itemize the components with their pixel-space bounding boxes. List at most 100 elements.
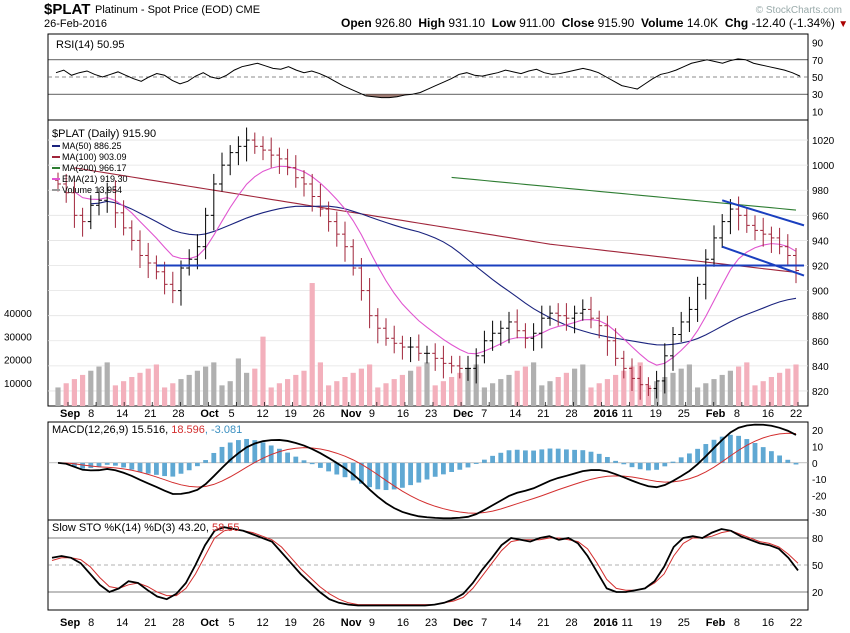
price-tick-label: 860 xyxy=(812,337,829,348)
macd-histogram-bar xyxy=(318,462,323,468)
macd-histogram-bar xyxy=(514,449,520,463)
macd-histogram-bar xyxy=(285,452,290,463)
symbol-label: $PLAT xyxy=(44,1,91,18)
volume-bar xyxy=(367,364,373,406)
sto-k-line xyxy=(51,526,799,607)
x-tick-label-bottom: 23 xyxy=(425,617,437,629)
close-value: 915.90 xyxy=(597,16,635,30)
x-tick-label: 16 xyxy=(762,408,774,420)
x-tick-label: 21 xyxy=(144,408,156,420)
volume-bar xyxy=(621,370,627,406)
volume-bar xyxy=(203,366,209,406)
macd-tick-label: 0 xyxy=(812,459,818,470)
macd-histogram-bar xyxy=(113,462,118,466)
macd-histogram-bar xyxy=(785,459,791,463)
x-tick-label: 14 xyxy=(509,408,521,420)
macd-histogram-bar xyxy=(646,462,651,471)
date-label: 26-Feb-2016 xyxy=(44,18,107,30)
macd-histogram-bar xyxy=(367,462,372,488)
x-tick-label-bottom: 2016 xyxy=(593,617,617,629)
x-tick-label-bottom: 28 xyxy=(565,617,577,629)
x-tick-label-bottom: 9 xyxy=(369,617,375,629)
macd-histogram-bar xyxy=(662,462,668,467)
chg-label: Chg xyxy=(724,16,749,30)
sto-d-value: 58.55 xyxy=(212,522,240,534)
macd-histogram-bar xyxy=(408,462,413,486)
x-tick-label: 28 xyxy=(172,408,184,420)
high-value: 931.10 xyxy=(448,16,486,30)
macd-histogram-bar xyxy=(252,440,258,463)
macd-histogram-bar xyxy=(219,446,225,463)
channel-upper-line xyxy=(721,199,805,227)
macd-histogram-bar xyxy=(629,462,635,468)
volume-bar xyxy=(785,368,791,406)
volume-bar xyxy=(301,370,307,406)
volume-bar xyxy=(391,379,397,406)
rsi-tick-label: 70 xyxy=(812,56,824,67)
volume-bar xyxy=(194,370,200,406)
macd-histogram-bar xyxy=(465,462,471,468)
volume-bar xyxy=(121,381,127,406)
macd-histogram-bar xyxy=(555,448,561,463)
volume-bar xyxy=(358,368,364,406)
macd-histogram-bar xyxy=(596,453,602,463)
volume-bar xyxy=(572,368,578,406)
macd-histogram-bar xyxy=(654,462,659,470)
rsi-title: RSI(14) 50.95 xyxy=(56,39,124,51)
volume-bar xyxy=(424,362,430,406)
sto-d-line xyxy=(51,528,799,606)
volume-bar xyxy=(752,385,758,406)
down-arrow-icon: ▼ xyxy=(838,19,849,30)
macd-histogram-bar xyxy=(678,457,684,463)
x-tick-label: 9 xyxy=(369,408,375,420)
macd-histogram-bar xyxy=(104,462,110,465)
macd-histogram-bar xyxy=(260,442,266,463)
chg-value: -12.40 (-1.34%) xyxy=(751,16,835,30)
x-tick-label: 8 xyxy=(734,408,740,420)
macd-histogram-bar xyxy=(391,462,397,490)
macd-histogram-bar xyxy=(293,456,299,463)
volume-bar xyxy=(531,362,537,406)
volume-bar xyxy=(71,379,77,406)
x-tick-label: 23 xyxy=(425,408,437,420)
macd-histogram-bar xyxy=(129,462,135,470)
legend-label: MA(100) 903.09 xyxy=(62,152,127,162)
volume-bar xyxy=(670,372,676,406)
volume-bar xyxy=(235,358,241,406)
x-tick-label-bottom: 11 xyxy=(622,617,633,629)
volume-bar xyxy=(604,379,610,406)
macd-histogram-bar xyxy=(432,462,438,477)
volume-bar xyxy=(686,364,692,406)
exchange-name: CME xyxy=(235,4,261,16)
volume-bar xyxy=(588,387,594,406)
volume-bar xyxy=(793,364,799,406)
macd-histogram-bar xyxy=(416,462,422,483)
low-value: 911.00 xyxy=(519,16,555,30)
open-label: Open xyxy=(341,16,372,30)
macd-tick-label: -20 xyxy=(812,492,827,503)
volume-bar xyxy=(408,370,414,406)
volume-bar xyxy=(736,366,742,406)
volume-bar xyxy=(383,383,389,406)
macd-tick-label: -10 xyxy=(812,475,827,486)
macd-histogram-bar xyxy=(424,462,430,480)
price-tick-label: 920 xyxy=(812,262,829,273)
ma50-line xyxy=(90,200,797,346)
rsi-line xyxy=(55,58,801,99)
macd-histogram-bar xyxy=(744,439,750,463)
legend-label: Volume 13,954 xyxy=(62,185,122,195)
legend-label: EMA(21) 919.30 xyxy=(62,174,128,184)
macd-histogram-bar xyxy=(637,462,643,470)
macd-histogram-bar xyxy=(400,462,405,488)
macd-title: MACD(12,26,9) 15.516, 18.596, -3.081 xyxy=(52,424,242,436)
symbol-name: Platinum - Spot Price (EOD) CME xyxy=(95,4,260,16)
channel-lower-line xyxy=(721,245,805,277)
macd-histogram-bar xyxy=(670,461,676,463)
volume-bar xyxy=(416,366,422,406)
legend-label: MA(200) 966.17 xyxy=(62,163,127,173)
macd-histogram-bar xyxy=(777,455,782,463)
macd-histogram-bar xyxy=(244,438,249,463)
volume-bar xyxy=(678,368,684,406)
volume-bar xyxy=(514,370,520,406)
